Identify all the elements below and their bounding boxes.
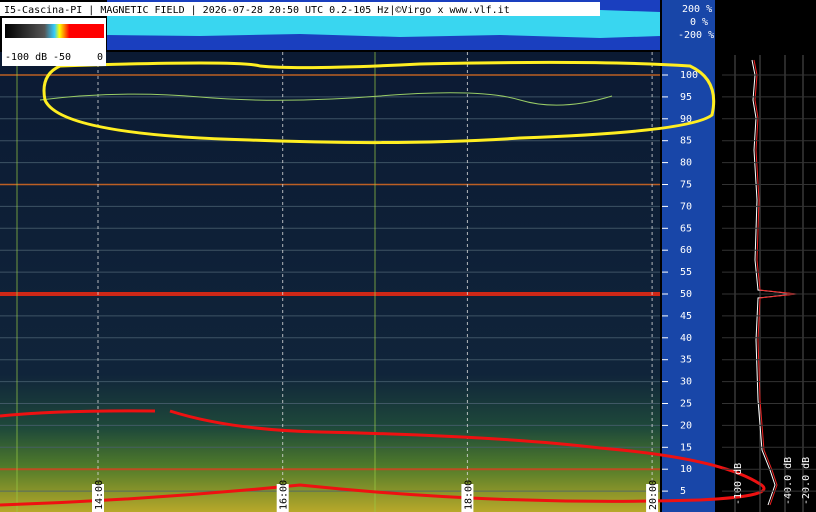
frequency-tick-label: 25	[680, 399, 692, 410]
frequency-tick-label: 45	[680, 311, 692, 322]
frequency-tick-label: 95	[680, 92, 692, 103]
time-label-bg	[276, 484, 289, 512]
panel-label: -20.0 dB	[801, 457, 812, 505]
frequency-tick-label: 40	[680, 333, 692, 344]
waveform	[107, 10, 660, 38]
time-label-bg	[92, 484, 104, 512]
time-label-bg	[461, 484, 474, 512]
panel-label: -100 dB	[733, 463, 744, 505]
frequency-tick-label: 35	[680, 355, 692, 366]
header-title: I5-Cascina-PI | MAGNETIC FIELD | 2026-07…	[4, 5, 510, 16]
frequency-tick-label: 90	[680, 114, 692, 125]
header-bg	[0, 2, 600, 16]
time-tick-label: 16:00	[279, 480, 290, 510]
annotation-stroke	[0, 409, 766, 507]
frequency-tick-label: 50	[680, 289, 692, 300]
annotation-ellipse	[42, 60, 716, 145]
spectrum-panel	[734, 55, 804, 512]
colorbar-label: -100 dB	[5, 52, 47, 63]
time-label-bg	[646, 484, 659, 512]
frequency-tick-label: 75	[680, 180, 692, 191]
amplitude-label: 0 %	[690, 17, 708, 28]
panel-label: -40.0 dB	[783, 457, 794, 505]
frequency-tick-label: 20	[680, 420, 692, 431]
amplitude-label: 200 %	[682, 4, 712, 15]
time-tick-label: 20:00	[648, 480, 659, 510]
colorbar-label: -50	[53, 52, 71, 63]
colorbar	[5, 24, 104, 38]
frequency-tick-label: 30	[680, 377, 692, 388]
trace	[39, 92, 613, 106]
frequency-tick-label: 100	[680, 70, 698, 81]
grid	[0, 52, 660, 512]
frequency-tick-label: 70	[680, 201, 692, 212]
time-tick-label: 14:00	[94, 480, 105, 510]
frequency-tick-label: 10	[680, 464, 692, 475]
frequency-axis-bg	[662, 0, 715, 512]
frequency-tick-label: 65	[680, 223, 692, 234]
amplitude-label: -200 %	[678, 30, 714, 41]
time-tick-label: 18:00	[463, 480, 474, 510]
colorbar-label: 0	[97, 52, 103, 63]
spectrum-peak	[753, 59, 798, 506]
frequency-tick-label: 15	[680, 442, 692, 453]
frequency-tick-label: 80	[680, 158, 692, 169]
frequency-tick-label: 60	[680, 245, 692, 256]
frequency-tick-label: 55	[680, 267, 692, 278]
frequency-tick-label: 5	[680, 486, 686, 497]
frequency-tick-label: 85	[680, 136, 692, 147]
